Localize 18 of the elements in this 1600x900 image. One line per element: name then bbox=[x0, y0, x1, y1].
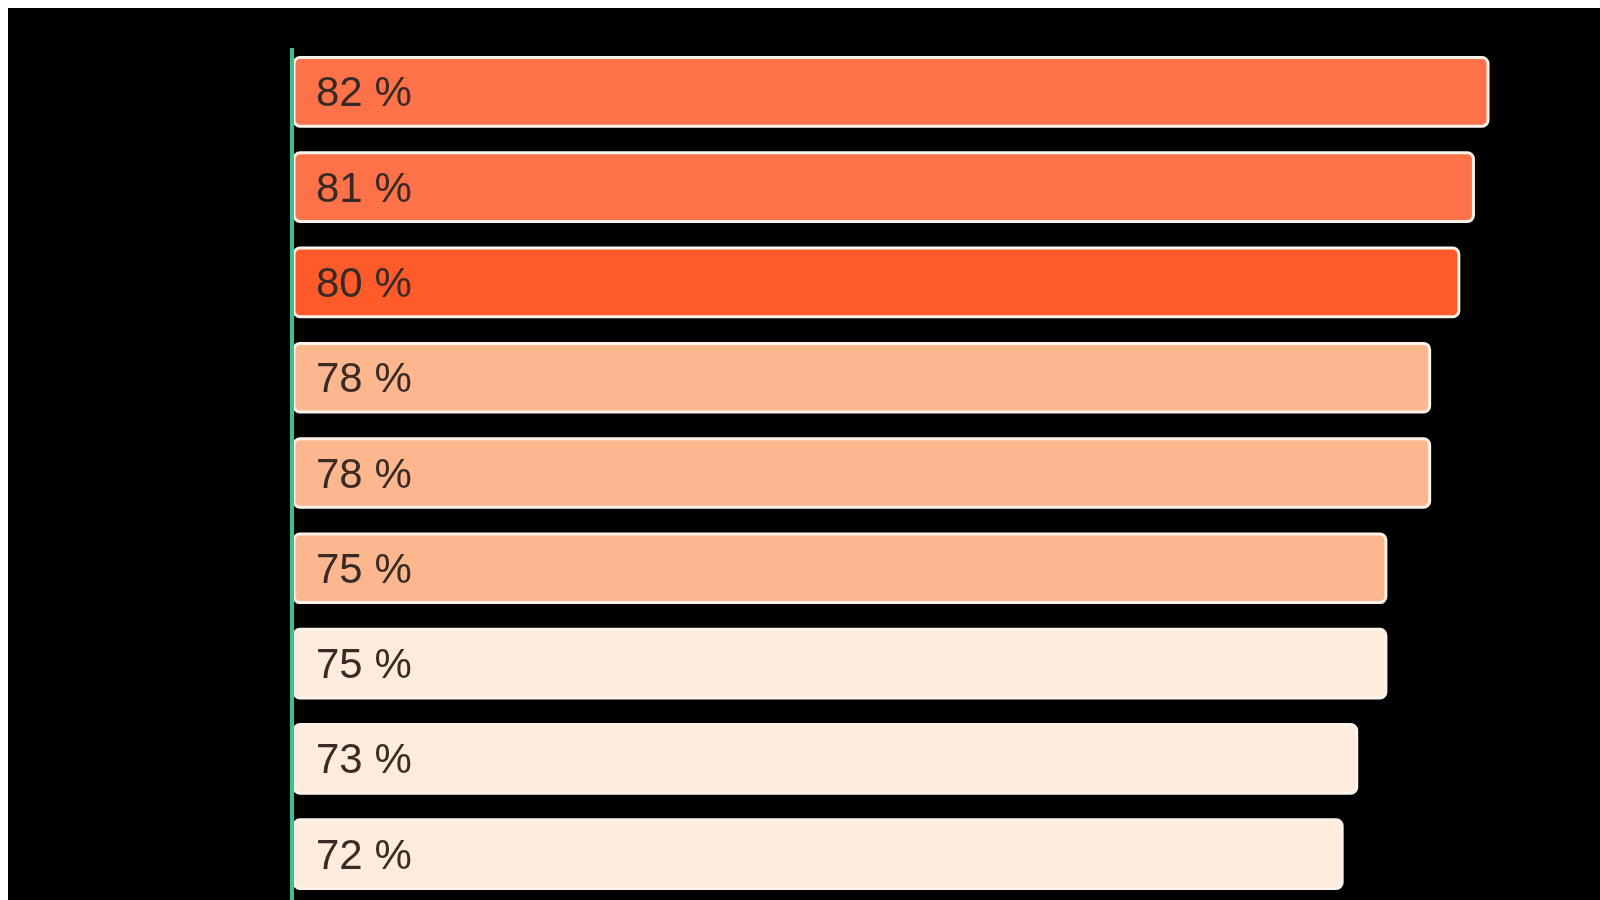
data-label: 72 % bbox=[316, 830, 412, 878]
data-label: 80 % bbox=[316, 258, 412, 306]
bar bbox=[292, 627, 1388, 700]
data-label: 81 % bbox=[316, 163, 412, 211]
data-label: 73 % bbox=[316, 735, 412, 783]
bar bbox=[292, 56, 1490, 128]
data-label: 78 % bbox=[316, 354, 412, 402]
bar bbox=[292, 723, 1359, 795]
bar bbox=[292, 818, 1344, 890]
data-label: 75 % bbox=[316, 544, 412, 592]
data-label: 82 % bbox=[316, 68, 412, 116]
bar bbox=[292, 437, 1432, 509]
data-label: 75 % bbox=[316, 640, 412, 688]
bar bbox=[292, 246, 1461, 319]
bar bbox=[292, 532, 1388, 605]
data-label: 78 % bbox=[316, 449, 412, 497]
bar bbox=[292, 341, 1432, 414]
bar bbox=[292, 151, 1475, 223]
